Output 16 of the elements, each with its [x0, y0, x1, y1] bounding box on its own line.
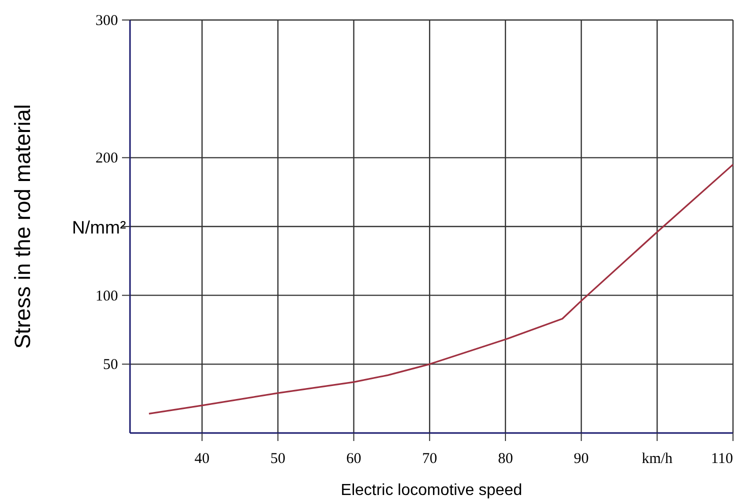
x-tick-label: 110 [711, 451, 733, 467]
x-tick-label: 80 [498, 451, 513, 467]
y-axis-title: Stress in the rod material [10, 104, 35, 349]
y-tick-label: 50 [103, 357, 118, 374]
y-tick-label: 200 [96, 150, 118, 167]
line-series [148, 164, 734, 415]
x-tick-label: 50 [270, 451, 286, 467]
x-tick-label: 90 [574, 451, 589, 467]
y-tick-label: 100 [96, 288, 118, 304]
x-tick-label: km/h [642, 451, 674, 467]
x-tick-label: 60 [346, 451, 362, 467]
x-tick-label: 40 [194, 451, 210, 467]
y-tick-label: 300 [96, 13, 118, 29]
text: N/mm² [72, 218, 126, 238]
x-tick-label: 70 [422, 451, 438, 467]
x-axis-title: Electric locomotive speed [340, 482, 522, 499]
